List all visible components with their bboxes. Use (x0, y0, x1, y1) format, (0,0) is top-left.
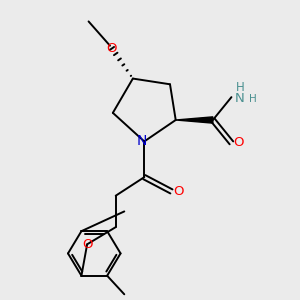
Text: O: O (173, 185, 184, 198)
Text: H: H (236, 81, 244, 94)
Polygon shape (176, 117, 213, 123)
Text: O: O (233, 136, 244, 149)
Text: O: O (82, 238, 93, 251)
Text: N: N (137, 134, 147, 148)
Text: H: H (249, 94, 257, 103)
Text: N: N (235, 92, 245, 105)
Text: O: O (106, 41, 117, 55)
